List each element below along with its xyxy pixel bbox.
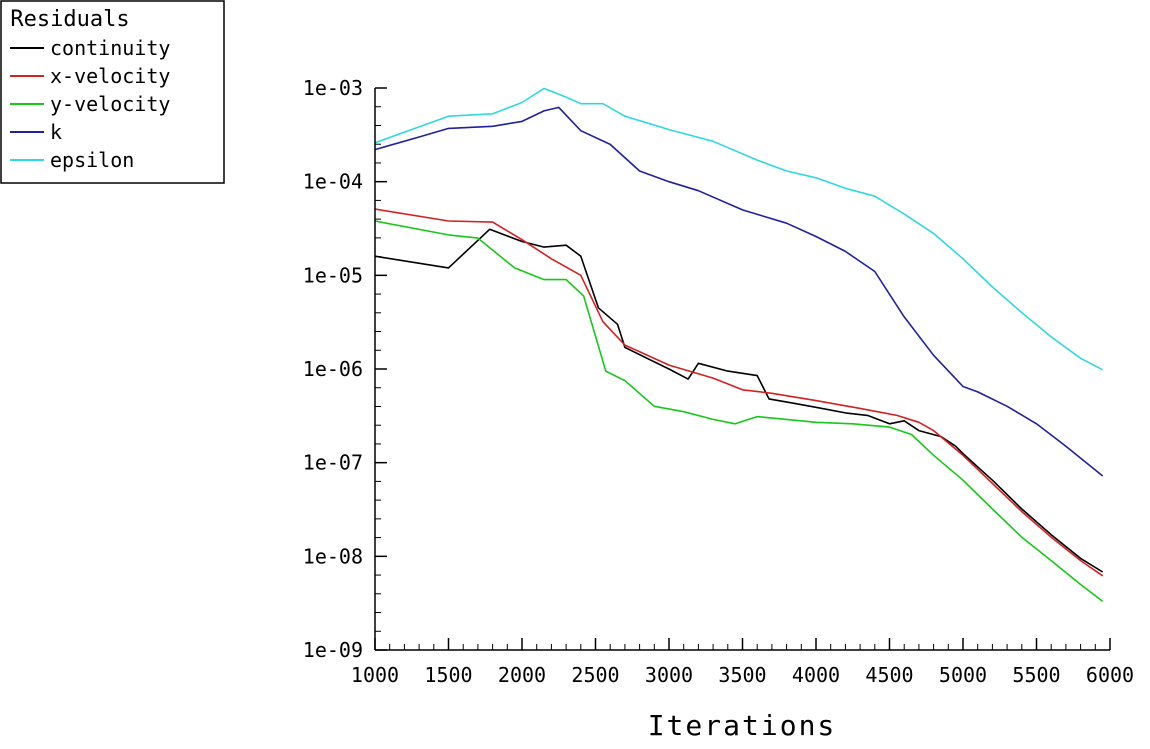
y-tick-label: 1e-05 <box>303 263 363 287</box>
x-tick-label: 3500 <box>718 663 766 687</box>
legend-items: continuity x-velocity y-velocity k epsilon <box>10 36 170 172</box>
series-line-x-velocity <box>374 208 1104 577</box>
legend-label-epsilon: epsilon <box>50 148 134 172</box>
x-tick-label: 4500 <box>865 663 913 687</box>
series-layer <box>374 87 1104 603</box>
x-tick-label: 4000 <box>792 663 840 687</box>
legend-title: Residuals <box>10 7 129 32</box>
legend-label-y-velocity: y-velocity <box>50 92 170 116</box>
legend-label-k: k <box>50 120 62 144</box>
y-tick-label: 1e-04 <box>303 170 363 194</box>
x-tick-label: 1500 <box>424 663 472 687</box>
x-tick-label: 5500 <box>1012 663 1060 687</box>
legend-box <box>0 0 225 184</box>
x-tick-label: 2500 <box>571 663 619 687</box>
series-line-y-velocity <box>374 220 1104 603</box>
x-tick-label: 5000 <box>939 663 987 687</box>
legend-label-continuity: continuity <box>50 36 170 60</box>
series-line-epsilon <box>374 87 1104 371</box>
plot-area: 1000 1500 2000 2500 3000 3500 4000 4500 5000 5500… <box>303 76 1134 687</box>
x-tick-label: 1000 <box>351 663 399 687</box>
y-tick-label: 1e-08 <box>303 544 363 568</box>
y-tick-label: 1e-06 <box>303 357 363 381</box>
y-tick-label: 1e-03 <box>303 76 363 100</box>
x-ticks: 1000 1500 2000 2500 3000 3500 4000 4500 5000 5500… <box>351 638 1134 687</box>
y-ticks: 1e-09 1e-08 1e-07 1e-06 1e-05 1e-04 1e-03 <box>303 76 387 662</box>
legend-label-x-velocity: x-velocity <box>50 64 170 88</box>
x-tick-label: 6000 <box>1086 663 1134 687</box>
legend: Residuals continuity x-velocity y-velocity… <box>0 0 225 184</box>
x-tick-label: 3000 <box>645 663 693 687</box>
y-tick-label: 1e-09 <box>303 638 363 662</box>
x-tick-label: 2000 <box>498 663 546 687</box>
series-line-continuity <box>374 228 1104 573</box>
series-line-k <box>374 106 1104 477</box>
x-axis-title: Iterations <box>648 709 837 742</box>
y-tick-label: 1e-07 <box>303 451 363 475</box>
